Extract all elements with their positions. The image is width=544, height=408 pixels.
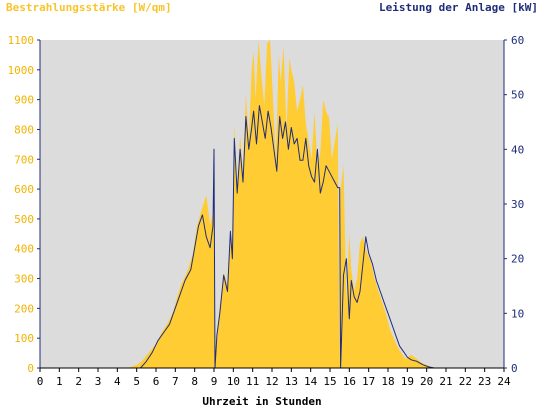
y-left-tick-label: 100	[14, 332, 34, 345]
y-right-tick-label: 20	[511, 253, 524, 266]
y-left-tick-label: 300	[14, 273, 34, 286]
left-axis-label: Bestrahlungsstärke [W/qm]	[6, 1, 172, 14]
irradiance-area	[40, 40, 504, 368]
y-right-tick-label: 60	[511, 34, 524, 47]
x-tick-label: 10	[227, 375, 240, 388]
x-tick-label: 0	[37, 375, 44, 388]
x-tick-label: 18	[381, 375, 394, 388]
x-tick-label: 5	[133, 375, 140, 388]
x-tick-label: 12	[265, 375, 278, 388]
x-tick-label: 13	[285, 375, 298, 388]
x-tick-label: 6	[153, 375, 160, 388]
x-tick-label: 17	[362, 375, 375, 388]
x-tick-label: 15	[323, 375, 336, 388]
y-right-tick-label: 30	[511, 198, 524, 211]
y-right-tick-label: 10	[511, 307, 524, 320]
y-left-tick-label: 0	[27, 362, 34, 375]
y-left-tick-label: 500	[14, 213, 34, 226]
y-left-tick-label: 1100	[8, 34, 35, 47]
x-tick-label: 1	[56, 375, 63, 388]
x-tick-label: 14	[304, 375, 318, 388]
x-tick-label: 23	[478, 375, 491, 388]
x-tick-label: 8	[191, 375, 198, 388]
axes-layer: 0 1 2 3 4 5 6 7 8 9 10 11 12 13 14 15 16 17 18 19 20 21 22 23 24…	[8, 34, 525, 388]
y-left-tick-label: 900	[14, 94, 34, 107]
x-tick-label: 7	[172, 375, 179, 388]
x-tick-label: 20	[420, 375, 433, 388]
y-right-tick-label: 40	[511, 143, 524, 156]
series-layer	[40, 40, 504, 369]
right-axis-label: Leistung der Anlage [kW]	[379, 1, 538, 14]
power-line	[40, 105, 504, 369]
x-axis-label: Uhrzeit in Stunden	[202, 395, 321, 408]
x-tick-label: 11	[246, 375, 259, 388]
x-tick-label: 9	[211, 375, 218, 388]
x-tick-label: 19	[401, 375, 414, 388]
y-right-tick-label: 50	[511, 89, 524, 102]
y-left-tick-label: 400	[14, 243, 34, 256]
x-tick-label: 24	[497, 375, 511, 388]
x-tick-label: 21	[439, 375, 452, 388]
y-left-tick-label: 600	[14, 183, 34, 196]
y-left-tick-label: 1000	[8, 64, 35, 77]
y-left-tick-label: 200	[14, 302, 34, 315]
x-tick-label: 2	[75, 375, 82, 388]
y-right-tick-label: 0	[511, 362, 518, 375]
y-left-tick-label: 700	[14, 153, 34, 166]
y-left-tick-label: 800	[14, 123, 34, 136]
x-tick-label: 16	[343, 375, 356, 388]
x-tick-label: 4	[114, 375, 121, 388]
x-tick-label: 3	[95, 375, 102, 388]
x-tick-label: 22	[459, 375, 472, 388]
